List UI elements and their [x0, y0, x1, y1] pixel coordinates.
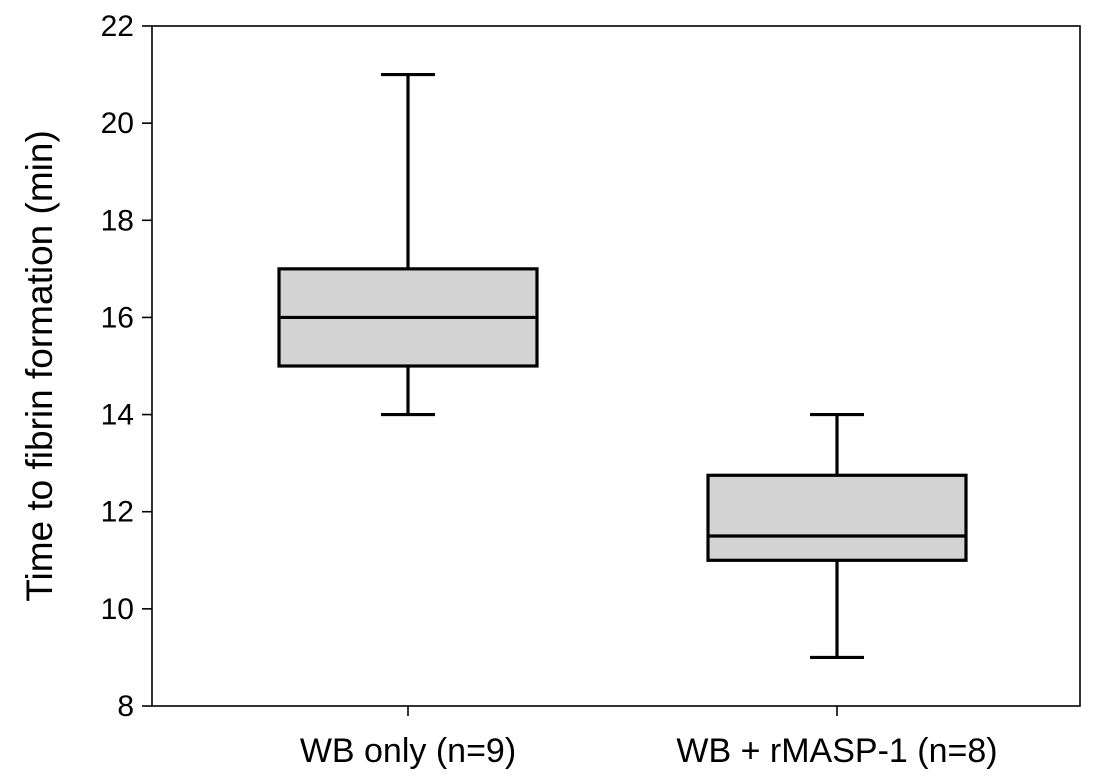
box-group	[277, 72, 539, 417]
y-tick-label: 8	[117, 690, 134, 723]
y-tick-label: 12	[101, 496, 134, 529]
y-axis-title: Time to fibrin formation (min)	[19, 130, 60, 602]
box-group	[706, 412, 968, 660]
y-tick-label: 22	[101, 10, 134, 43]
y-tick-label: 10	[101, 593, 134, 626]
y-tick-label: 18	[101, 204, 134, 237]
y-tick-label: 16	[101, 301, 134, 334]
x-category-label: WB + rMASP-1 (n=8)	[676, 732, 997, 770]
x-axis: WB only (n=9) WB + rMASP-1 (n=8)	[300, 706, 998, 770]
y-axis: 8 10 12 14 16 18 20 22	[101, 10, 152, 723]
iqr-box	[706, 473, 968, 562]
x-category-label: WB only (n=9)	[300, 732, 516, 770]
boxes	[277, 72, 968, 660]
y-tick-label: 14	[101, 399, 134, 432]
plot-area-frame	[151, 25, 1081, 707]
y-tick-label: 20	[101, 107, 134, 140]
